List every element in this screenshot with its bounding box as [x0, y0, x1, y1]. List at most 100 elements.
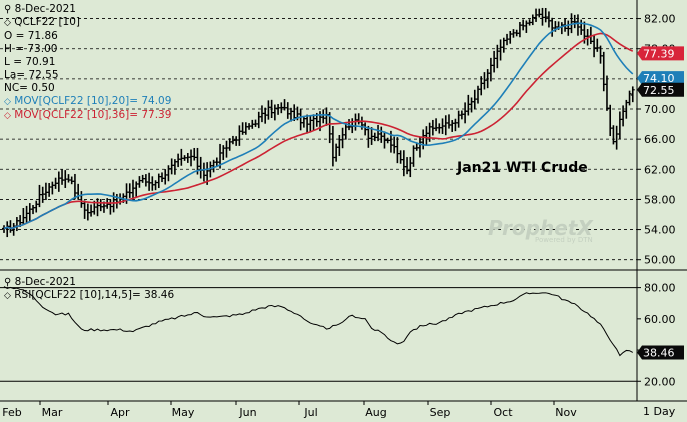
- price-tick-label: 54.00: [644, 224, 676, 237]
- symbol-row: ◇ QCLF22 [10]: [4, 16, 171, 30]
- symbol-label: QCLF22 [10]: [14, 16, 81, 28]
- ohlc-bar: [456, 110, 461, 128]
- ohlc-bar: [617, 111, 622, 140]
- open-row: O = 71.86: [4, 30, 171, 43]
- rsi-line: [3, 286, 634, 357]
- ohlc-bar: [192, 147, 197, 161]
- ohlc-bar: [253, 119, 258, 127]
- rsi-value-tag-label: 38.46: [643, 346, 675, 359]
- ohlc-bar: [8, 220, 13, 233]
- ohlc-bar: [189, 149, 194, 167]
- rsi-marker-icon: ◇: [4, 291, 11, 301]
- ohlc-bar: [424, 126, 429, 145]
- ohlc-bar: [579, 19, 584, 35]
- ohlc-bar: [34, 200, 39, 213]
- ohlc-bar: [540, 7, 545, 26]
- high-row: H = 73.00: [4, 43, 171, 56]
- ma20-legend-row: ◇ MOV[QCLF22 [10],20]= 74.09: [4, 95, 171, 109]
- month-label: Jul: [303, 406, 317, 419]
- ohlc-bar: [466, 94, 471, 116]
- ohlc-bar: [608, 104, 613, 137]
- ohlc-bar: [337, 135, 342, 156]
- ma20-value-tag: 74.10: [637, 71, 684, 86]
- search-icon[interactable]: ⚲: [4, 4, 12, 15]
- ma36-marker-icon: ◇: [4, 111, 11, 121]
- upper-info-block: ⚲ 8-Dec-2021 ◇ QCLF22 [10] O = 71.86 H =…: [4, 3, 171, 123]
- ohlc-bar: [543, 8, 548, 23]
- ohlc-bar: [56, 171, 61, 192]
- timeframe-label[interactable]: 1 Day: [643, 405, 676, 418]
- ohlc-bar: [2, 225, 6, 233]
- ma36-value-tag-label: 77.39: [643, 47, 675, 60]
- ohlc-bar: [321, 109, 326, 124]
- ohlc-bar: [237, 125, 242, 146]
- search-icon[interactable]: ⚲: [4, 277, 12, 288]
- ohlc-bar: [604, 75, 609, 111]
- ohlc-bar: [85, 203, 90, 221]
- ohlc-bar: [234, 136, 239, 146]
- ohlc-bar: [308, 115, 313, 132]
- price-tick-label: 66.00: [644, 133, 676, 146]
- low-row: L = 70.91: [4, 56, 171, 69]
- ohlc-bar: [524, 20, 529, 33]
- ohlc-bar: [285, 102, 290, 119]
- ohlc-bar: [160, 172, 164, 183]
- ohlc-bar: [43, 182, 48, 201]
- ma36-legend: MOV[QCLF22 [10],36]= 77.39: [14, 109, 172, 121]
- ohlc-bar: [459, 110, 464, 120]
- ohlc-bar: [434, 118, 439, 132]
- ohlc-bar: [311, 114, 316, 131]
- ohlc-bar: [417, 136, 422, 158]
- ohlc-bar: [27, 203, 32, 223]
- ohlc-bar: [595, 38, 600, 52]
- ohlc-bar: [492, 50, 497, 73]
- ma20-value-tag-label: 74.10: [643, 72, 675, 85]
- watermark-text: ProphetX: [488, 216, 593, 240]
- ma36-legend-row: ◇ MOV[QCLF22 [10],36]= 77.39: [4, 109, 171, 123]
- ohlc-bar: [398, 150, 403, 164]
- low-value: 70.91: [25, 56, 56, 68]
- month-label: Jun: [238, 406, 256, 419]
- ohlc-bar: [446, 114, 451, 129]
- ohlc-bar: [127, 183, 132, 198]
- ma20-value-tag-shape: [637, 71, 684, 86]
- ohlc-bar: [227, 138, 232, 151]
- ohlc-bar: [66, 174, 71, 183]
- ohlc-bar: [14, 217, 19, 232]
- ma20-line: [3, 22, 634, 230]
- symbol-marker-icon: ◇: [4, 18, 11, 28]
- month-label: Mar: [42, 406, 63, 419]
- ohlc-bar: [243, 122, 248, 135]
- netchange-row: NC= 0.50: [4, 82, 171, 95]
- rsi-value-tag: 38.46: [637, 345, 684, 360]
- ohlc-bar: [156, 173, 161, 189]
- ohlc-bar: [498, 39, 503, 61]
- lower-info-block: ⚲ 8-Dec-2021 ◇ RSI[QCLF22 [10],14,5]= 38…: [4, 276, 174, 303]
- ohlc-bar: [614, 125, 619, 150]
- ohlc-bar: [169, 158, 174, 175]
- price-tick-label: 82.00: [644, 13, 676, 26]
- ohlc-bar: [482, 72, 487, 90]
- ohlc-bar: [521, 19, 526, 31]
- ohlc-bar: [31, 204, 36, 215]
- ohlc-bar: [256, 111, 261, 129]
- ohlc-bar: [437, 123, 442, 134]
- ohlc-bar: [443, 115, 448, 136]
- ohlc-bar: [324, 107, 329, 126]
- ohlc-bar: [575, 14, 580, 36]
- ohlc-bar: [546, 11, 551, 28]
- price-tick-label: 58.00: [644, 193, 676, 206]
- high-label: H =: [4, 43, 25, 55]
- last-price-tag-shape: [637, 82, 684, 97]
- ohlc-bar: [550, 17, 555, 37]
- price-tick-label: 50.00: [644, 254, 676, 267]
- ohlc-bar: [363, 122, 368, 136]
- ohlc-bar: [301, 116, 306, 128]
- lower-date: 8-Dec-2021: [14, 276, 76, 288]
- upper-date-row: ⚲ 8-Dec-2021: [4, 3, 171, 16]
- ohlc-bar: [395, 137, 400, 164]
- ohlc-bar: [463, 102, 468, 124]
- ohlc-bar: [530, 14, 535, 26]
- netchange-label: NC=: [4, 82, 28, 94]
